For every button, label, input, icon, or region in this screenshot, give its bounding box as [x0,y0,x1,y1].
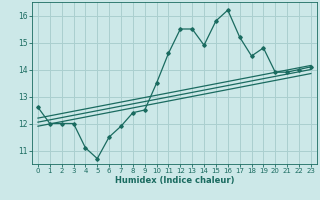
X-axis label: Humidex (Indice chaleur): Humidex (Indice chaleur) [115,176,234,185]
